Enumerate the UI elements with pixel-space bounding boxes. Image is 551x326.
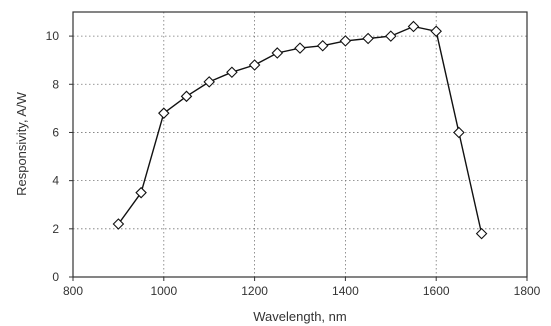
- x-tick-label: 1600: [423, 284, 450, 298]
- y-axis-label: Responsivity, A/W: [14, 91, 29, 196]
- data-point-marker: [407, 20, 420, 33]
- data-point-marker: [158, 107, 170, 119]
- data-point-marker: [135, 186, 147, 199]
- series-line: [117, 25, 483, 234]
- data-point-marker: [226, 66, 238, 79]
- series-layer: [112, 20, 488, 240]
- data-point-marker: [316, 39, 329, 52]
- data-point-marker: [362, 32, 374, 45]
- y-tick-label: 10: [46, 29, 60, 43]
- data-point-marker: [453, 126, 465, 139]
- y-tick-label: 2: [52, 222, 59, 236]
- x-tick-label: 1400: [332, 284, 359, 298]
- x-tick-label: 1800: [514, 284, 541, 298]
- x-tick-label: 1200: [241, 284, 268, 298]
- data-point-marker: [385, 30, 397, 42]
- y-tick-label: 4: [52, 174, 59, 188]
- x-tick-label: 800: [63, 284, 83, 298]
- y-tick-label: 8: [52, 77, 59, 91]
- grid-layer: [73, 12, 527, 277]
- tick-layer: 800 1000 1200 1400 1600 1800 0 2 4 6 8 10: [46, 29, 541, 298]
- data-point-marker: [430, 25, 442, 38]
- y-tick-label: 0: [52, 270, 59, 284]
- data-point-marker: [475, 227, 488, 240]
- data-point-marker: [180, 90, 193, 103]
- data-point-marker: [339, 35, 352, 47]
- y-tick-label: 6: [52, 125, 59, 139]
- x-axis-label: Wavelength, nm: [253, 309, 346, 324]
- data-point-marker: [112, 218, 125, 230]
- data-point-marker: [248, 59, 261, 71]
- plot-frame: [72, 11, 528, 278]
- data-point-marker: [294, 42, 306, 54]
- data-point-marker: [271, 47, 284, 59]
- x-tick-label: 1000: [150, 284, 177, 298]
- data-point-marker: [203, 76, 215, 88]
